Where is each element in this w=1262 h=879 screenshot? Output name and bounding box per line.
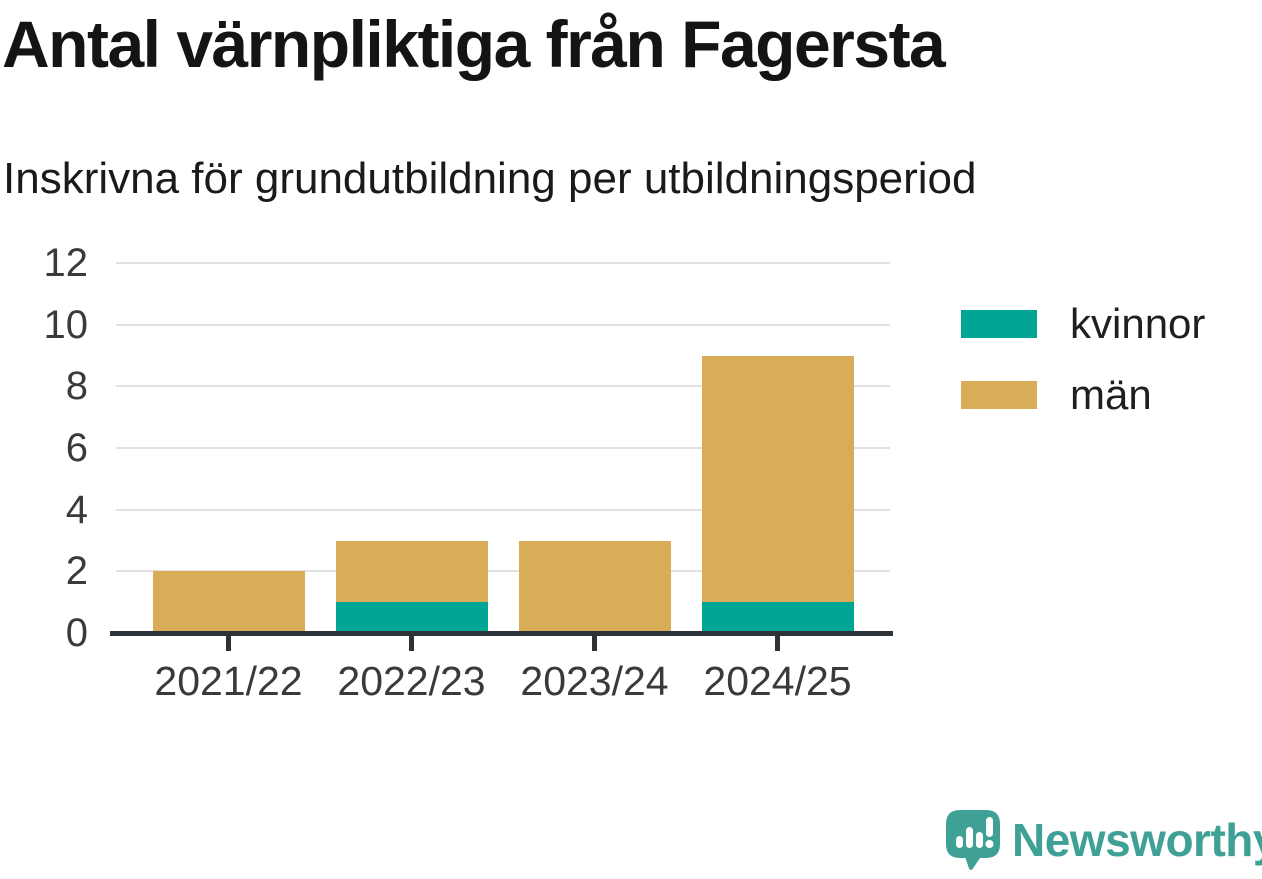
legend-item-män: män xyxy=(961,374,1205,416)
gridline-4 xyxy=(116,508,890,511)
legend-label-män: män xyxy=(1070,371,1152,418)
gridline-6 xyxy=(116,447,890,449)
logo-bar-short xyxy=(956,836,963,848)
legend-label-kvinnor: kvinnor xyxy=(1070,300,1206,347)
legend-swatch-män xyxy=(961,381,1037,409)
logo-bar-medium xyxy=(976,832,983,848)
x-tick-label-2024-25: 2024/25 xyxy=(703,658,852,704)
bar-segment-2022-23-kvinnor xyxy=(335,602,488,633)
y-tick-label-12: 12 xyxy=(43,241,89,285)
logo-exclamation-dot xyxy=(985,840,994,848)
gridline-12 xyxy=(116,262,890,264)
y-tick-label-4: 4 xyxy=(65,487,88,532)
x-tick-2024-25 xyxy=(775,636,780,651)
x-tick-2023-24 xyxy=(592,636,597,651)
chart-title: Antal värnpliktiga från Fagersta xyxy=(2,7,946,81)
bar-segment-2021-22-män xyxy=(152,571,305,633)
newsworthy-logo-icon xyxy=(946,810,1000,870)
y-tick-label-10: 10 xyxy=(43,302,89,347)
y-tick-label-6: 6 xyxy=(65,426,88,470)
x-tick-2022-23 xyxy=(409,636,414,651)
bar-segment-2023-24-män xyxy=(518,540,671,633)
x-tick-label-2022-23: 2022/23 xyxy=(337,658,486,704)
bar-segment-2022-23-män xyxy=(335,540,488,603)
bar-segment-2024-25-män xyxy=(701,355,854,603)
y-tick-label-8: 8 xyxy=(65,364,88,409)
chart-legend: kvinnor män xyxy=(961,303,1205,445)
y-axis-labels: 0 2 4 6 8 10 12 xyxy=(0,242,89,654)
x-axis-line xyxy=(110,631,893,636)
y-tick-label-2: 2 xyxy=(65,549,88,594)
logo-bar-tall xyxy=(966,827,973,848)
logo-exclamation-bar xyxy=(986,817,993,837)
brand-name: Newsworthy xyxy=(1012,814,1262,866)
bar-segment-2024-25-kvinnor xyxy=(701,602,854,633)
x-tick-label-2023-24: 2023/24 xyxy=(520,658,669,704)
legend-item-kvinnor: kvinnor xyxy=(961,303,1205,345)
legend-swatch-kvinnor xyxy=(961,310,1037,338)
x-tick-label-2021-22: 2021/22 xyxy=(154,658,303,704)
chart-subtitle: Inskrivna för grundutbildning per utbild… xyxy=(3,154,977,203)
plot-area xyxy=(116,262,890,633)
gridline-8 xyxy=(116,385,890,388)
brand-footer: Newsworthy xyxy=(946,810,1262,870)
gridline-10 xyxy=(116,323,890,326)
gridline-2 xyxy=(116,570,890,573)
y-tick-label-0: 0 xyxy=(65,611,88,655)
x-tick-2021-22 xyxy=(226,636,231,651)
